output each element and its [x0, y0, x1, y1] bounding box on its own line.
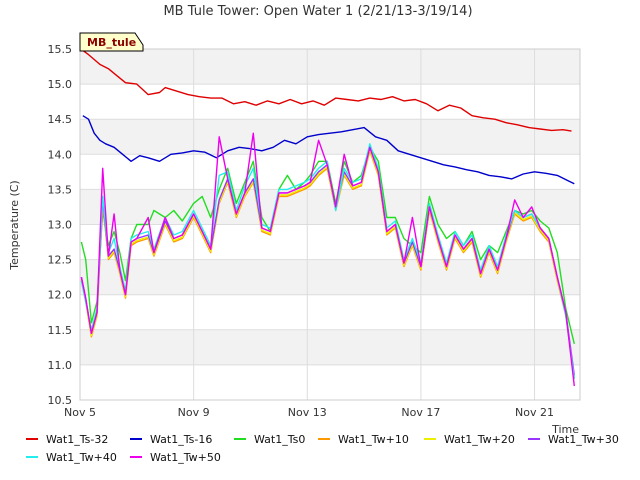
x-tick-labels: Nov 5 Nov 9 Nov 13 Nov 17 Nov 21: [64, 406, 554, 419]
legend-item: Wat1_Ts0: [234, 433, 305, 446]
legend-item: Wat1_Ts-32: [26, 433, 108, 446]
plot-band: [80, 364, 580, 400]
plot-frame: [79, 48, 581, 401]
x-tick-label: Nov 5: [64, 406, 96, 419]
x-axis-label: Time: [551, 423, 579, 436]
y-tick-label: 13.5: [48, 183, 73, 196]
legend-item: Wat1_Tw+50: [130, 451, 221, 464]
y-tick-labels: 10.5 11.0 11.5 12.0 12.5 13.0 13.5 14.0 14.5 15.0…: [48, 43, 73, 407]
y-tick-label: 12.5: [48, 254, 73, 267]
legend-item: Wat1_Ts-16: [130, 433, 212, 446]
legend-label: Wat1_Tw+40: [46, 451, 117, 464]
site-tag-label: MB_tule: [87, 36, 136, 49]
plot-band: [80, 189, 580, 225]
y-tick-label: 11.5: [48, 324, 73, 337]
series-line-wat1-tw-50: [80, 132, 575, 387]
y-tick-label: 13.0: [48, 219, 73, 232]
plot-band: [80, 49, 580, 85]
legend-item: Wat1_Tw+30: [528, 433, 619, 446]
legend-label: Wat1_Ts0: [254, 433, 305, 446]
y-tick-label: 14.5: [48, 113, 73, 126]
y-tick-label: 14.0: [48, 148, 73, 161]
legend-label: Wat1_Ts-16: [150, 433, 212, 446]
plot-band: [80, 119, 580, 155]
x-tick-label: Nov 9: [178, 406, 210, 419]
x-tick-label: Nov 17: [401, 406, 440, 419]
x-tick-label: Nov 13: [288, 406, 327, 419]
y-tick-label: 11.0: [48, 359, 73, 372]
legend-label: Wat1_Tw+10: [338, 433, 409, 446]
legend-item: Wat1_Tw+10: [318, 433, 409, 446]
legend-item: Wat1_Tw+40: [26, 451, 117, 464]
y-axis-label: Temperature (C): [8, 180, 21, 270]
y-tick-label: 12.0: [48, 289, 73, 302]
y-tick-label: 10.5: [48, 394, 73, 407]
plot-band: [80, 329, 580, 365]
y-tick-label: 15.0: [48, 78, 73, 91]
site-tag: MB_tule: [79, 32, 144, 52]
plot-band: [80, 259, 580, 295]
legend: Wat1_Ts-32 Wat1_Ts-16 Wat1_Ts0 Wat1_Tw+10 Wa…: [26, 433, 619, 464]
chart-title: MB Tule Tower: Open Water 1 (2/21/13-3/1…: [163, 4, 472, 19]
legend-item: Wat1_Tw+20: [424, 433, 515, 446]
legend-label: Wat1_Ts-32: [46, 433, 108, 446]
plot-band: [80, 294, 580, 330]
legend-label: Wat1_Tw+30: [548, 433, 619, 446]
series-line-wat1-ts-16: [82, 115, 575, 185]
site-tag-box: [79, 32, 144, 52]
legend-label: Wat1_Tw+50: [150, 451, 221, 464]
x-tick-label: Nov 21: [515, 406, 554, 419]
series-line-wat1-ts-32: [82, 49, 572, 132]
legend-label: Wat1_Tw+20: [444, 433, 515, 446]
series-layer: [80, 49, 575, 387]
y-tick-label: 15.5: [48, 43, 73, 56]
